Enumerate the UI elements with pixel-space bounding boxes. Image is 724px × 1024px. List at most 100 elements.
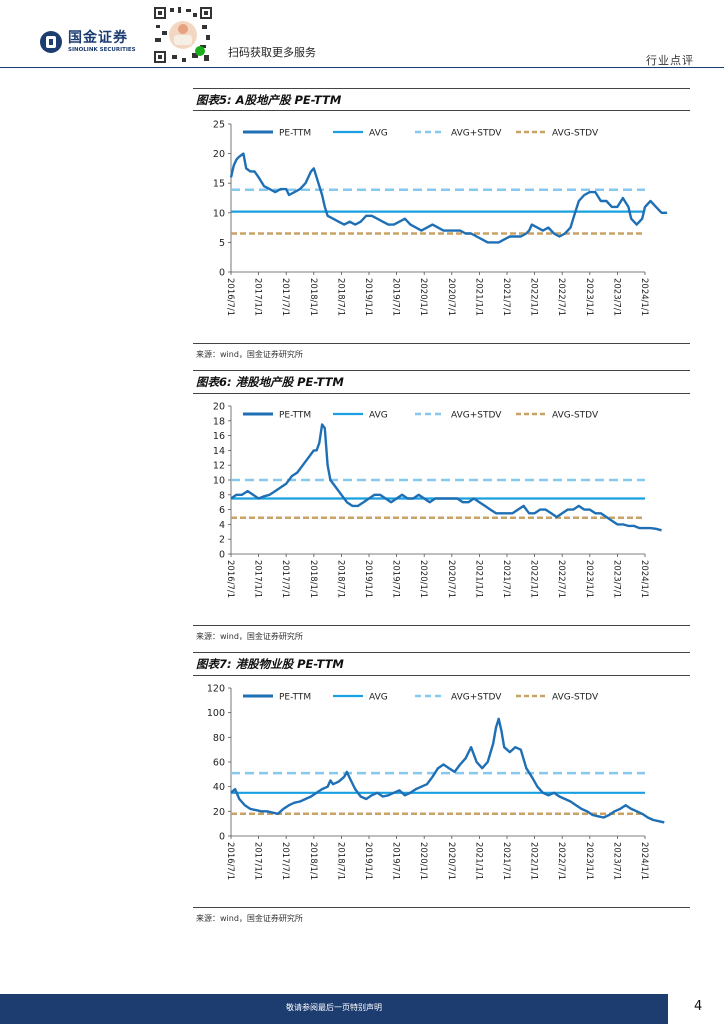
x-tick-label: 2018/1/1 (308, 278, 318, 316)
x-tick-label: 2018/7/1 (335, 560, 345, 598)
chart7-title-rule (193, 675, 690, 676)
chart6-source: 来源：wind，国金证券研究所 (196, 632, 303, 641)
chart5-title-rule (193, 110, 690, 111)
x-tick-label: 2021/7/1 (501, 278, 511, 316)
y-tick-label: 25 (213, 120, 225, 131)
legend-label: PE-TTM (279, 411, 311, 421)
section-tag: 行业点评 (646, 54, 694, 67)
x-tick-label: 2023/1/1 (584, 842, 594, 880)
x-tick-label: 2023/7/1 (611, 278, 621, 316)
x-tick-label: 2017/7/1 (280, 278, 290, 316)
y-tick-label: 5 (219, 238, 225, 249)
x-tick-label: 2022/7/1 (556, 842, 566, 880)
legend-label: AVG (369, 129, 388, 139)
page-number: 4 (694, 999, 703, 1014)
x-tick-label: 2018/7/1 (335, 278, 345, 316)
company-logo: 国金证券 SINOLINK SECURITIES (40, 30, 136, 54)
x-tick-label: 2020/1/1 (418, 278, 428, 316)
x-tick-label: 2019/1/1 (363, 842, 373, 880)
legend-label: AVG (369, 693, 388, 703)
header-divider (0, 67, 724, 68)
x-tick-label: 2022/1/1 (529, 560, 539, 598)
chart7-source: 来源：wind，国金证券研究所 (196, 914, 303, 923)
y-tick-label: 80 (213, 733, 225, 744)
x-tick-label: 2021/1/1 (473, 842, 483, 880)
x-tick-label: 2019/7/1 (391, 278, 401, 316)
y-tick-label: 100 (207, 708, 225, 719)
legend-label: AVG (369, 411, 388, 421)
x-tick-label: 2023/7/1 (611, 842, 621, 880)
y-tick-label: 2 (219, 535, 225, 546)
legend-label: AVG-STDV (552, 693, 599, 703)
x-tick-label: 2023/1/1 (584, 278, 594, 316)
chart6-title: 图表6: 港股地产股 PE-TTM (196, 375, 344, 389)
x-tick-label: 2019/7/1 (391, 842, 401, 880)
x-tick-label: 2021/7/1 (501, 560, 511, 598)
y-tick-label: 0 (219, 832, 225, 843)
x-tick-label: 2017/1/1 (253, 560, 263, 598)
qr-code-icon[interactable] (152, 5, 214, 65)
y-tick-label: 16 (213, 431, 225, 442)
x-tick-label: 2018/7/1 (335, 842, 345, 880)
x-tick-label: 2022/1/1 (529, 278, 539, 316)
legend-label: AVG+STDV (451, 693, 502, 703)
x-tick-label: 2019/1/1 (363, 278, 373, 316)
y-tick-label: 12 (213, 461, 225, 472)
x-tick-label: 2019/7/1 (391, 560, 401, 598)
footer-disclaimer: 敬请参阅最后一页特别声明 (286, 1003, 382, 1012)
x-tick-label: 2016/7/1 (225, 278, 235, 316)
y-tick-label: 20 (213, 149, 225, 160)
pe-ttm-series-line (230, 423, 662, 532)
x-tick-label: 2017/7/1 (280, 842, 290, 880)
x-tick-label: 2018/1/1 (308, 560, 318, 598)
y-tick-label: 0 (219, 550, 225, 561)
chart5-top-rule (193, 88, 690, 89)
x-tick-label: 2020/1/1 (418, 560, 428, 598)
x-tick-label: 2021/7/1 (501, 842, 511, 880)
y-tick-label: 20 (213, 807, 225, 818)
qr-label: 扫码获取更多服务 (228, 46, 316, 59)
x-tick-label: 2020/7/1 (446, 560, 456, 598)
legend-label: AVG+STDV (451, 411, 502, 421)
chart7-bottom-rule (193, 907, 690, 908)
chart6-plot: 0 2 4 6 8 10 12 14 16 18 20 2016/7/1 2017/1/1 2017/7/… (213, 402, 662, 598)
pe-ttm-series-line (229, 152, 668, 244)
legend-label: AVG-STDV (552, 129, 599, 139)
x-tick-label: 2024/1/1 (639, 842, 649, 880)
chart5-bottom-rule (193, 343, 690, 344)
chart5-title: 图表5: A股地产股 PE-TTM (196, 93, 342, 107)
chart6-title-rule (193, 393, 690, 394)
chart7-plot: 0 20 40 60 80 100 120 2016/7/1 2017/1/1 2017/7/1 2… (207, 684, 665, 880)
y-tick-label: 10 (213, 476, 225, 487)
x-tick-label: 2016/7/1 (225, 842, 235, 880)
y-tick-label: 0 (219, 268, 225, 279)
chart7-top-rule (193, 652, 690, 653)
legend-label: AVG-STDV (552, 411, 599, 421)
x-tick-label: 2017/1/1 (253, 842, 263, 880)
y-tick-label: 14 (213, 446, 225, 457)
y-tick-label: 8 (219, 490, 225, 501)
y-tick-label: 40 (213, 782, 225, 793)
chart5-source: 来源：wind，国金证券研究所 (196, 350, 303, 359)
chart6-top-rule (193, 370, 690, 371)
logo-name-cn: 国金证券 (68, 30, 128, 46)
x-tick-label: 2020/7/1 (446, 278, 456, 316)
logo-icon (40, 31, 62, 53)
chart6-bottom-rule (193, 625, 690, 626)
legend-label: PE-TTM (279, 129, 311, 139)
x-tick-label: 2018/1/1 (308, 842, 318, 880)
legend-label: AVG+STDV (451, 129, 502, 139)
x-tick-label: 2017/1/1 (253, 278, 263, 316)
y-tick-label: 6 (219, 505, 225, 516)
page-header: 国金证券 SINOLINK SECURITIES 扫码获取更多服务 行业点评 (0, 0, 724, 68)
x-tick-label: 2020/7/1 (446, 842, 456, 880)
x-tick-label: 2024/1/1 (639, 278, 649, 316)
y-tick-label: 10 (213, 208, 225, 219)
x-tick-label: 2022/7/1 (556, 560, 566, 598)
x-tick-label: 2016/7/1 (225, 560, 235, 598)
y-tick-label: 20 (213, 402, 225, 413)
y-tick-label: 15 (213, 179, 225, 190)
x-tick-label: 2021/1/1 (473, 560, 483, 598)
y-tick-label: 60 (213, 758, 225, 769)
x-tick-label: 2022/7/1 (556, 278, 566, 316)
